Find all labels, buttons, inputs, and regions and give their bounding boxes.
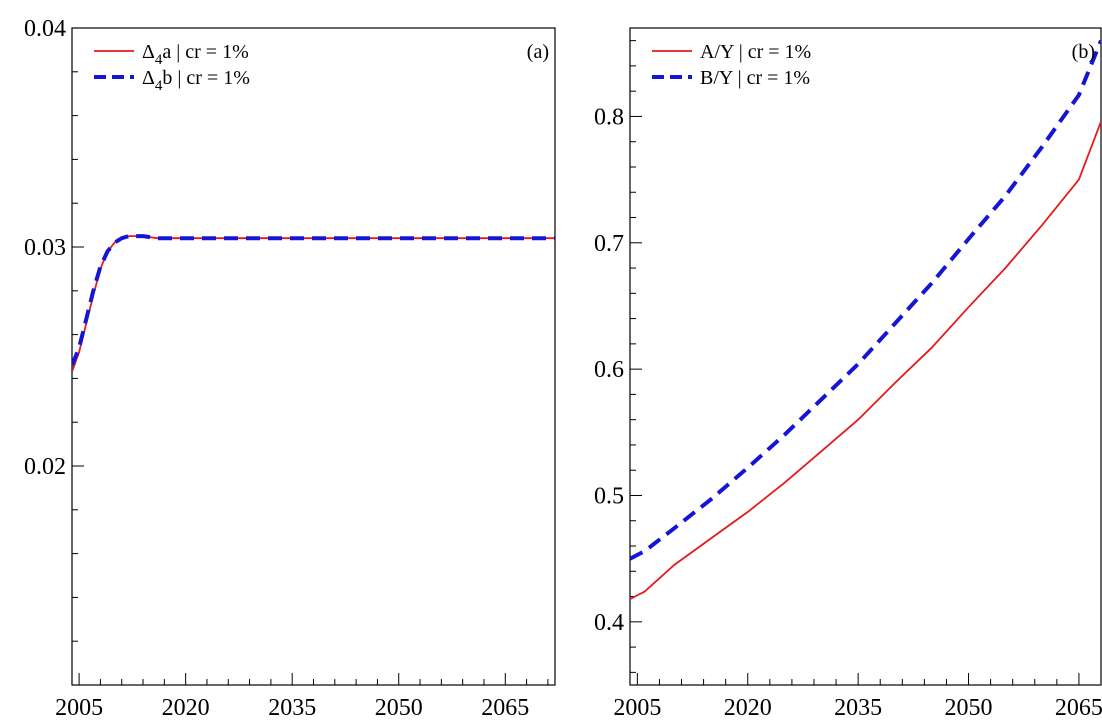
ytick-label-b: 0.8 — [594, 104, 624, 130]
ytick-label-b: 0.7 — [594, 231, 624, 257]
ytick-label-a: 0.04 — [24, 16, 66, 42]
legend-label-a-1: Δ4a | cr = 1% — [142, 41, 249, 68]
ytick-label-a: 0.02 — [24, 454, 66, 480]
series-line-a-2 — [72, 234, 555, 367]
panel-label-b: (b) — [1072, 41, 1095, 63]
xtick-label-a: 2035 — [268, 695, 316, 721]
ytick-label-a: 0.03 — [24, 235, 66, 261]
xtick-label-b: 2050 — [945, 695, 993, 721]
xtick-label-b: 2005 — [613, 695, 661, 721]
xtick-label-b: 2020 — [724, 695, 772, 721]
series-line-a-1 — [72, 235, 555, 373]
plot-frame-a — [71, 27, 556, 686]
plot-frame-b — [629, 27, 1102, 686]
series-line-b-1 — [630, 121, 1101, 600]
xtick-label-a: 2050 — [375, 695, 423, 721]
series-line-b-2 — [630, 39, 1101, 561]
xtick-label-b: 2065 — [1055, 695, 1102, 721]
ytick-label-b: 0.6 — [594, 357, 624, 383]
xtick-label-b: 2035 — [834, 695, 882, 721]
ytick-label-b: 0.4 — [594, 610, 624, 636]
panel-b: 0.4 0.5 0.6 0.7 0.8 2005 2020 2035 2050 2065 A/Y |… — [594, 27, 1102, 721]
xtick-label-a: 2020 — [162, 695, 210, 721]
xtick-label-a: 2065 — [481, 695, 529, 721]
panel-label-a: (a) — [527, 41, 549, 63]
xtick-label-a: 2005 — [55, 695, 103, 721]
legend-label-a-2: Δ4b | cr = 1% — [142, 67, 250, 94]
panel-a: 0.02 0.03 0.04 2005 2020 2035 2050 2065 Δ4a | cr… — [24, 16, 556, 721]
legend-label-b-2: B/Y | cr = 1% — [700, 67, 810, 89]
legend-label-b-1: A/Y | cr = 1% — [700, 41, 811, 63]
ytick-label-b: 0.5 — [594, 483, 624, 509]
